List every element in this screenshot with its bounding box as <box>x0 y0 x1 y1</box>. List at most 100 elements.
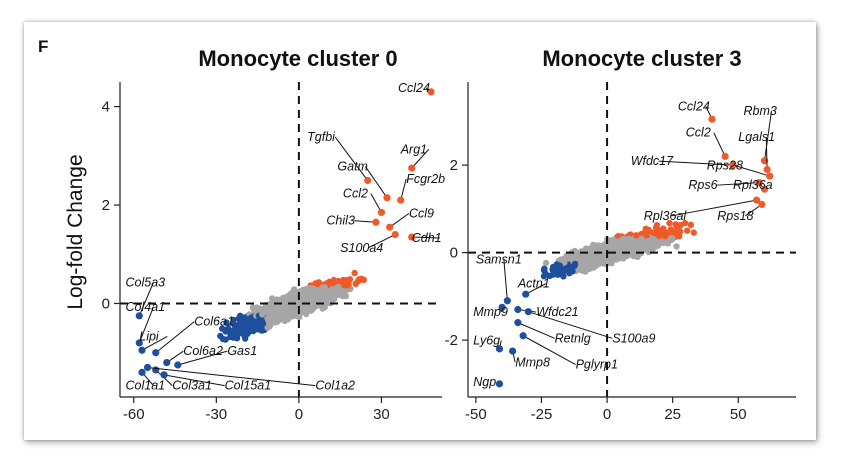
leader-line <box>671 199 757 217</box>
labeled-point <box>364 176 372 185</box>
gene-label: Cdh1 <box>412 231 442 245</box>
gene-label: Ly6g <box>473 334 500 348</box>
leader-line <box>522 335 576 366</box>
data-point <box>339 292 347 300</box>
data-point <box>269 295 276 302</box>
data-point <box>286 308 293 316</box>
data-point <box>613 256 620 263</box>
volcano-figure: F Log-fold Change Monocyte cluster 0Ccl2… <box>38 37 796 423</box>
data-point <box>259 311 266 318</box>
y-tick-label: 0 <box>102 295 110 312</box>
data-point <box>263 305 271 312</box>
gene-label: Rps28 <box>707 159 743 173</box>
data-point <box>656 232 663 240</box>
gene-label: Ccl24 <box>398 81 430 95</box>
gene-label: Lipi <box>139 329 160 343</box>
data-point <box>251 326 259 333</box>
leader-line <box>163 374 225 387</box>
gene-label: Gatm <box>337 160 368 174</box>
gene-label: Col1a2 <box>315 379 355 393</box>
data-point <box>217 332 224 340</box>
data-point <box>562 265 570 272</box>
labeled-point <box>498 303 506 311</box>
x-tick-label: 0 <box>295 406 303 423</box>
data-point <box>230 316 237 324</box>
gene-label: Gas1 <box>227 344 257 358</box>
data-point <box>618 242 625 249</box>
gene-label: Wfdc21 <box>536 305 578 319</box>
data-point <box>319 305 326 312</box>
x-tick-label: 50 <box>730 406 747 423</box>
labeled-point <box>391 230 399 239</box>
data-point <box>549 267 557 274</box>
data-point <box>222 326 229 334</box>
data-point <box>355 276 363 283</box>
labeled-point <box>708 115 716 123</box>
data-point <box>277 312 284 319</box>
gene-label: Tgfbi <box>307 130 336 144</box>
gene-label: Rpl36a <box>733 178 773 192</box>
data-point <box>266 310 274 317</box>
labeled-point <box>758 200 766 209</box>
data-point <box>292 306 299 313</box>
data-point <box>245 315 253 323</box>
gene-label: Samsn1 <box>476 253 522 267</box>
data-point <box>619 235 627 243</box>
labeled-point <box>763 165 771 174</box>
labeled-point <box>397 196 405 204</box>
data-point <box>540 273 548 280</box>
labeled-point <box>514 319 522 327</box>
data-point <box>672 221 679 228</box>
gene-label: Rpl36al <box>644 209 688 223</box>
point-cloud <box>217 269 367 343</box>
chart-cluster-3: Monocyte cluster 3 Ccl24 Rbm3 Ccl2 Lgals1 Wfd… <box>445 46 796 423</box>
data-point <box>623 241 630 248</box>
y-tick-label: 0 <box>450 245 458 262</box>
leader-line <box>155 321 195 354</box>
labeled-point <box>509 347 517 355</box>
data-point <box>633 232 640 239</box>
labeled-point <box>427 88 435 96</box>
x-tick-label: 0 <box>603 406 611 423</box>
leader-line <box>713 132 726 157</box>
data-point <box>335 283 342 290</box>
data-point <box>556 262 563 269</box>
labeled-point <box>138 346 146 354</box>
data-point <box>608 260 615 267</box>
labeled-point <box>372 218 380 226</box>
leader-line <box>400 178 407 201</box>
labeled-point <box>174 361 182 369</box>
data-point <box>230 330 238 338</box>
data-point <box>295 313 303 321</box>
gene-label: Col5a3 <box>126 275 166 289</box>
chart-cluster-0: Monocyte cluster 0Ccl24TgfbiArg1GatmFcgr… <box>102 46 446 423</box>
labeled-point <box>135 312 143 320</box>
gene-label: Mmp9 <box>473 305 508 319</box>
gene-label: Ccl24 <box>678 99 710 113</box>
labeled-point <box>753 196 761 204</box>
labeled-point <box>408 233 416 241</box>
gene-label: S100a4 <box>340 241 383 255</box>
labeled-point <box>503 297 511 305</box>
data-point <box>684 227 691 234</box>
labeled-point <box>386 223 394 231</box>
labeled-point <box>495 345 504 353</box>
data-point <box>637 242 644 249</box>
leader-line <box>141 335 168 351</box>
leader-line <box>716 182 760 186</box>
y-tick-label: 2 <box>450 157 458 174</box>
labeled-point <box>721 152 729 160</box>
gene-label: Lgals1 <box>738 130 775 144</box>
data-point <box>301 288 309 296</box>
chart-title: Monocyte cluster 3 <box>542 46 741 71</box>
gene-label: Ngp <box>473 375 496 389</box>
chart-title: Monocyte cluster 0 <box>198 46 397 71</box>
data-point <box>662 233 669 240</box>
leader-line <box>765 137 768 170</box>
gene-label: Pglyrp1 <box>576 358 618 372</box>
data-point <box>285 303 292 311</box>
data-point <box>329 279 336 287</box>
gene-label: Rps6 <box>688 178 717 192</box>
leader-line <box>658 160 734 166</box>
labeled-point <box>160 371 168 379</box>
